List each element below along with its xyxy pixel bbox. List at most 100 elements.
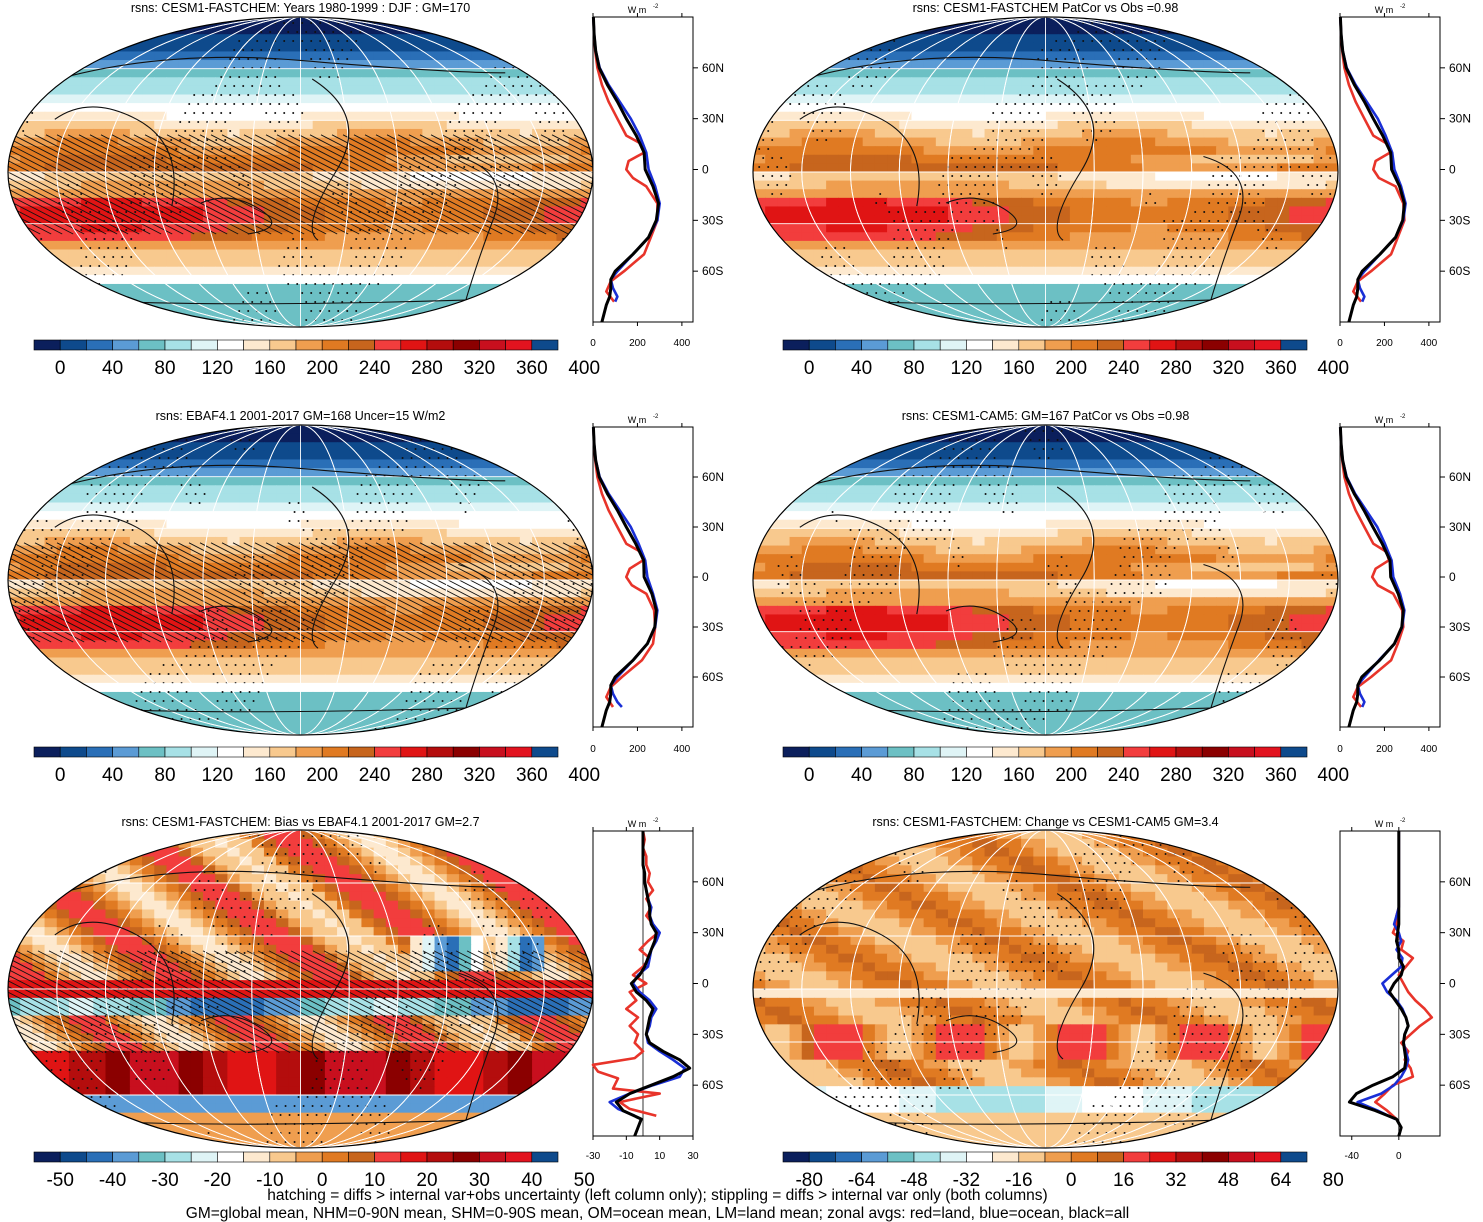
colorbar-swatch	[34, 747, 60, 757]
y-tick-label: 60N	[1449, 61, 1471, 75]
colorbar-swatch	[1202, 340, 1228, 350]
colorbar-tick-label: 80	[1323, 1170, 1344, 1191]
colorbar-swatch	[1019, 1152, 1045, 1162]
colorbar-swatch	[966, 747, 992, 757]
colorbar-swatch	[401, 1152, 427, 1162]
map-panel-1: rsns: CESM1-FASTCHEM: Years 1980-1999 : …	[0, 1, 821, 328]
colorbar-tick-label: 0	[55, 358, 66, 379]
y-tick-label: 60S	[1449, 264, 1470, 278]
colorbar-swatch	[296, 747, 322, 757]
colorbar-tick-label: 320	[464, 358, 496, 379]
map-panel-4: rsns: CESM1-CAM5: GM=167 PatCor vs Obs =…	[753, 409, 1339, 736]
colorbar-swatch	[783, 340, 809, 350]
colorbar-swatch	[86, 1152, 112, 1162]
colorbar-swatch	[479, 340, 505, 350]
y-tick-label: 30S	[702, 620, 723, 634]
y-tick-label: 60N	[702, 61, 724, 75]
colorbar-swatch	[1045, 747, 1071, 757]
y-tick-label: 60N	[702, 875, 724, 889]
colorbar-swatch	[1202, 747, 1228, 757]
colorbar-tick-label: 120	[951, 358, 983, 379]
colorbar-tick-label: 80	[903, 765, 924, 786]
y-tick-label: 0	[702, 977, 709, 991]
colorbar-swatch	[940, 340, 966, 350]
x-unit-sup: -2	[1400, 4, 1406, 10]
colorbar-tick-label: 240	[359, 765, 391, 786]
colorbar-swatch	[993, 340, 1019, 350]
colorbar-swatch	[427, 747, 453, 757]
colorbar-swatch	[60, 747, 86, 757]
colorbar-tick-label: 280	[1160, 765, 1192, 786]
colorbar-tick-label: 360	[516, 765, 548, 786]
colorbar-swatch	[191, 747, 217, 757]
colorbar-swatch	[427, 340, 453, 350]
x-tick-label: -30	[586, 1151, 601, 1162]
x-unit-sup: -2	[653, 414, 659, 420]
x-tick-label: 200	[629, 744, 646, 755]
colorbar-swatch	[888, 747, 914, 757]
colorbar-swatch	[1255, 747, 1281, 757]
colorbar-swatch	[835, 1152, 861, 1162]
colorbar-swatch	[244, 747, 270, 757]
colorbar-swatch	[322, 340, 348, 350]
y-tick-label: 60S	[702, 264, 723, 278]
colorbar-swatch	[165, 747, 191, 757]
profile-frame	[593, 17, 693, 322]
colorbar-swatch	[217, 747, 243, 757]
colorbar-tick-label: 320	[1213, 358, 1245, 379]
colorbar-tick-label: 360	[1265, 358, 1297, 379]
colorbar-swatch	[1097, 1152, 1123, 1162]
panel-title: rsns: CESM1-FASTCHEM: Bias vs EBAF4.1 20…	[121, 815, 479, 829]
x-tick-label: 200	[1376, 338, 1393, 349]
x-tick-label: 0	[590, 338, 596, 349]
colorbar-swatch	[191, 340, 217, 350]
colorbar-swatch	[835, 747, 861, 757]
y-tick-label: 30S	[1449, 620, 1470, 634]
colorbar-swatch	[60, 1152, 86, 1162]
profile-frame	[1340, 17, 1440, 322]
y-tick-label: 30S	[702, 213, 723, 227]
panel-title: rsns: CESM1-FASTCHEM: Change vs CESM1-CA…	[872, 815, 1218, 829]
colorbar-swatch	[1045, 1152, 1071, 1162]
colorbar-swatch	[1150, 340, 1176, 350]
colorbar-swatch	[139, 747, 165, 757]
colorbar-tick-label: 240	[1108, 765, 1140, 786]
colorbar-swatch	[296, 340, 322, 350]
colorbar-tick-label: 80	[903, 358, 924, 379]
colorbar-swatch	[506, 340, 532, 350]
y-tick-label: 60N	[1449, 470, 1471, 484]
colorbar-swatch	[191, 1152, 217, 1162]
colorbar-swatch	[244, 340, 270, 350]
y-tick-label: 30N	[1449, 926, 1471, 940]
colorbar-swatch	[113, 340, 139, 350]
colorbar-swatch	[532, 1152, 558, 1162]
colorbar-swatch	[1281, 340, 1307, 350]
colorbar-swatch	[34, 1152, 60, 1162]
colorbar-swatch	[165, 1152, 191, 1162]
y-tick-label: 30N	[1449, 520, 1471, 534]
colorbar-tick-label: 400	[1317, 765, 1349, 786]
map-field	[0, 17, 821, 328]
colorbar-swatch	[1255, 1152, 1281, 1162]
colorbar-swatch	[914, 747, 940, 757]
colorbar-tick-label: 40	[851, 765, 872, 786]
colorbar-swatch	[1097, 747, 1123, 757]
colorbar-tick-label: 80	[154, 765, 175, 786]
x-unit-label: W m	[1375, 819, 1394, 829]
y-tick-label: 60S	[702, 1078, 723, 1092]
colorbar-swatch	[1124, 340, 1150, 350]
profile-frame	[1340, 831, 1440, 1136]
y-tick-label: 30S	[1449, 213, 1470, 227]
colorbar-swatch	[375, 747, 401, 757]
x-tick-label: 0	[1396, 1151, 1402, 1162]
colorbar-swatch	[348, 747, 374, 757]
y-tick-label: 0	[702, 570, 709, 584]
